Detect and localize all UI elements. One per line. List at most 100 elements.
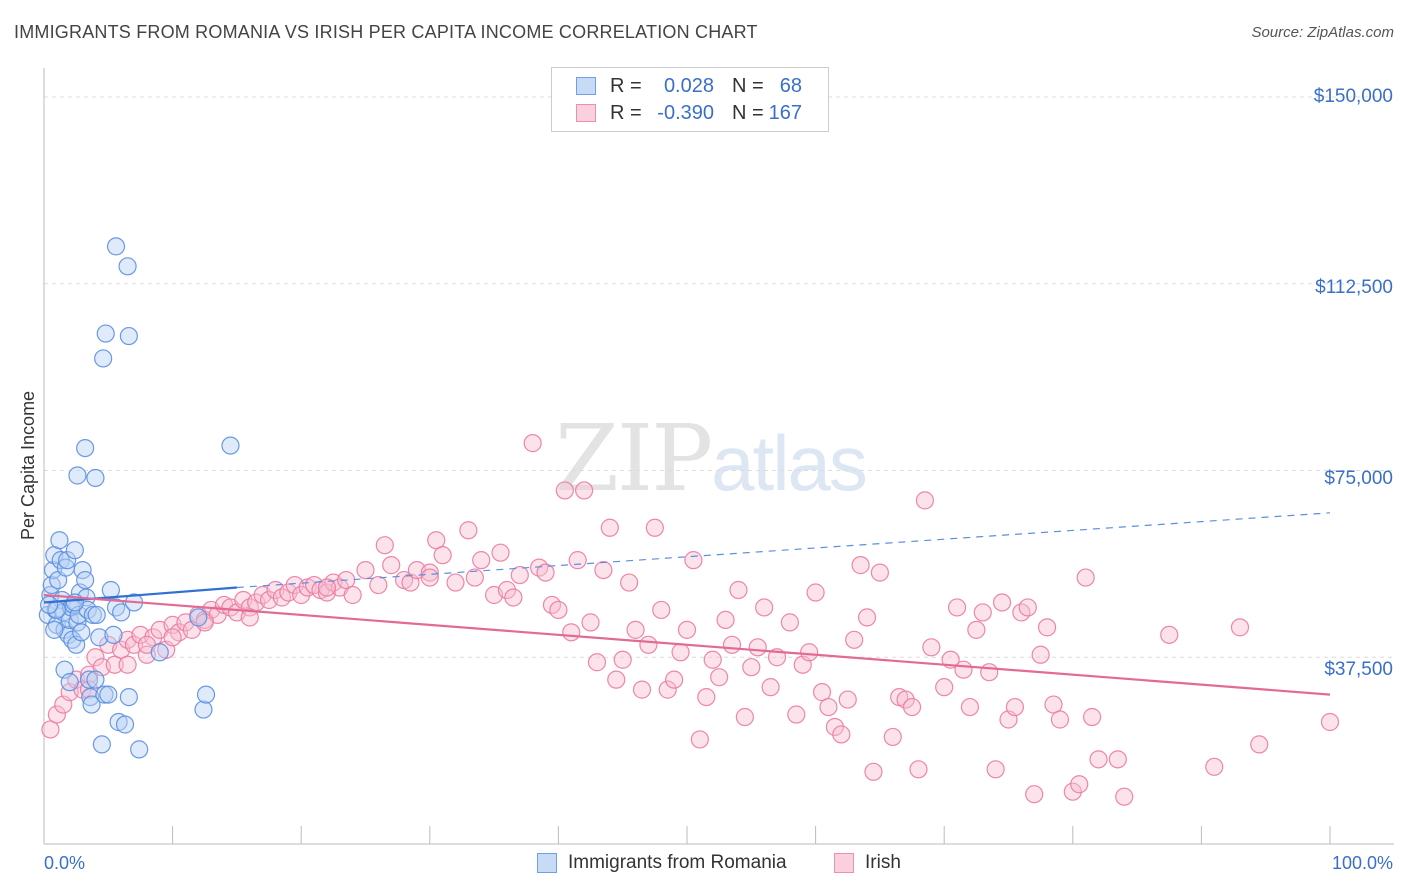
irish-point xyxy=(742,658,761,677)
irish-point xyxy=(613,650,632,669)
irish-point xyxy=(800,643,819,662)
irish-point xyxy=(1031,645,1050,664)
irish-point xyxy=(902,697,922,717)
irish-point xyxy=(555,481,574,500)
irish-point xyxy=(562,623,581,642)
irish-point xyxy=(947,598,967,617)
irish-point xyxy=(722,635,742,654)
irish-point xyxy=(607,670,626,689)
irish-point xyxy=(716,610,735,630)
irish-point xyxy=(992,593,1012,612)
watermark: ZIPatlas xyxy=(555,405,868,512)
romania-trend-extension xyxy=(236,512,1331,589)
irish-point xyxy=(851,556,870,575)
y-axis-title: Per Capita Income xyxy=(18,390,38,540)
irish-point xyxy=(626,620,645,639)
irish-point xyxy=(639,635,658,654)
irish-point xyxy=(118,655,137,674)
irish-point xyxy=(812,683,832,702)
romania-point xyxy=(106,237,126,256)
irish-point xyxy=(690,730,709,749)
romania-point xyxy=(72,623,91,642)
y-tick-label: $150,000 xyxy=(1313,86,1393,107)
irish-point xyxy=(620,573,639,592)
romania-point xyxy=(86,468,105,488)
romania-trend-line xyxy=(43,586,237,604)
irish-point xyxy=(883,727,902,747)
irish-point xyxy=(1076,568,1095,587)
watermark-main: ZIP xyxy=(555,405,713,512)
irish-trend-line xyxy=(43,593,1331,696)
irish-point xyxy=(1320,712,1340,732)
irish-point xyxy=(491,543,510,562)
irish-point xyxy=(510,565,529,585)
irish-point xyxy=(433,546,452,565)
irish-point xyxy=(575,481,594,500)
legend-n-value: 167 xyxy=(768,102,802,124)
irish-point xyxy=(600,518,619,537)
irish-point xyxy=(954,660,973,679)
irish-point xyxy=(86,648,105,667)
legend-r-label: R = xyxy=(610,102,642,124)
irish-point xyxy=(1044,695,1063,714)
irish-point xyxy=(472,551,491,570)
irish-point xyxy=(915,491,935,510)
y-tick-label: $75,000 xyxy=(1324,468,1393,489)
irish-point xyxy=(864,762,883,781)
romania-point xyxy=(119,687,138,707)
legend-swatch-irish xyxy=(576,104,596,122)
irish-point xyxy=(369,575,388,595)
irish-point xyxy=(375,536,394,555)
irish-point xyxy=(697,687,716,707)
irish-point xyxy=(632,680,652,699)
romania-point xyxy=(50,531,69,550)
irish-point xyxy=(292,585,311,605)
irish-point xyxy=(1115,787,1134,806)
source-label: Source: ZipAtlas.com xyxy=(1251,24,1394,41)
romania-point xyxy=(95,685,114,704)
romania-point xyxy=(106,598,126,617)
legend-swatch-romania xyxy=(576,77,596,95)
irish-point xyxy=(665,670,684,689)
legend-label-romania: Immigrants from Romania xyxy=(568,852,787,873)
irish-point xyxy=(144,628,163,647)
irish-point xyxy=(459,521,478,540)
romania-point xyxy=(76,438,95,458)
legend-r-value: -0.390 xyxy=(657,102,714,124)
romania-point xyxy=(96,324,115,343)
irish-point xyxy=(343,585,362,605)
irish-point xyxy=(658,680,677,699)
romania-point xyxy=(86,670,105,689)
irish-point xyxy=(465,568,484,587)
irish-point xyxy=(677,620,697,639)
x-tick-label-left: 0.0% xyxy=(44,853,86,873)
watermark-sub: atlas xyxy=(711,419,868,507)
chart-title: IMMIGRANTS FROM ROMANIA VS IRISH PER CAP… xyxy=(14,22,758,42)
romania-point xyxy=(87,605,106,625)
irish-point xyxy=(684,551,703,570)
irish-point xyxy=(1108,750,1127,769)
x-tick-label-right: 100.0% xyxy=(1331,853,1393,873)
romania-point xyxy=(45,620,64,639)
irish-point xyxy=(870,563,890,582)
legend-row-irish: R = -0.390 N = 167 xyxy=(552,101,828,127)
irish-point xyxy=(909,760,928,779)
irish-point xyxy=(581,613,600,632)
irish-point xyxy=(497,580,517,600)
irish-point xyxy=(735,707,754,727)
irish-point xyxy=(755,598,774,617)
irish-point xyxy=(787,705,806,724)
irish-point xyxy=(1205,757,1224,776)
romania-point xyxy=(112,603,131,622)
romania-point xyxy=(94,349,113,368)
irish-point xyxy=(594,560,613,580)
irish-point xyxy=(806,583,825,602)
romania-point xyxy=(104,625,123,644)
romania-point xyxy=(58,551,77,570)
romania-point xyxy=(118,257,137,276)
irish-point xyxy=(780,613,799,632)
irish-point xyxy=(523,434,542,453)
correlation-legend: R = 0.028 N = 68 R = -0.390 N = 167 xyxy=(551,67,829,132)
irish-point xyxy=(729,580,748,600)
legend-label-irish: Irish xyxy=(865,852,901,873)
